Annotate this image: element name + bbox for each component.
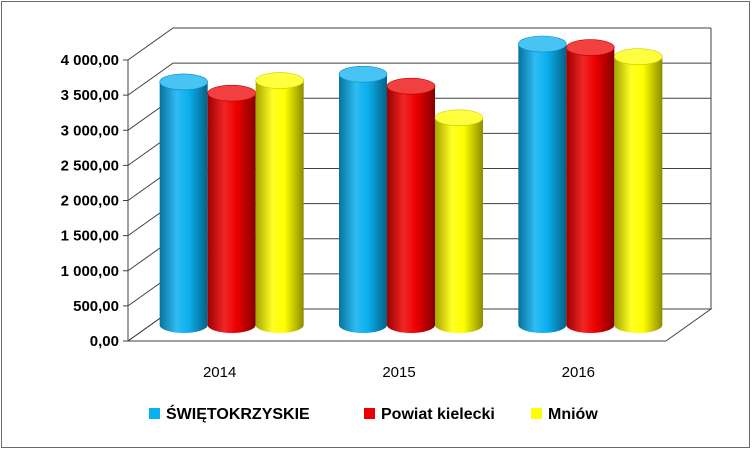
bar [338,65,388,334]
y-tick-label: 3 500,00 [61,87,119,104]
bar-body [159,81,208,333]
y-tick-label: 1 500,00 [61,228,119,245]
legend-entry: Mniów [531,406,598,423]
bar-body [518,44,567,333]
x-tick-label: 2014 [203,364,236,381]
bar-top [518,35,567,53]
legend-label: Powiat kielecki [381,406,495,423]
y-axis-tick-labels: 0,00 500,00 1 000,00 1 500,00 2 000,00 2 500,… [61,52,119,350]
bar-top [255,72,304,89]
legend-entry: ŚWIĘTOKRZYSKIE [149,404,310,423]
bars [159,35,663,334]
bar [159,73,208,333]
legend: ŚWIĘTOKRZYSKIE Powiat kielecki Mniów [149,404,598,423]
legend-swatch [149,408,160,419]
bar-top [386,77,436,95]
legend-swatch [364,408,375,419]
bar-body [566,47,615,333]
bar [566,39,615,333]
bar [386,77,436,334]
bar [518,35,567,333]
bar [614,48,663,334]
bar [207,84,256,333]
gridline [127,27,711,61]
bar-body [255,80,304,333]
y-tick-label: 1 000,00 [61,263,119,280]
bar-body [614,56,663,334]
x-axis-tick-labels: 2014 2015 2016 [203,364,595,381]
bar-top [566,39,615,56]
bar-body [207,93,256,333]
bar-top [159,73,208,91]
y-tick-label: 4 000,00 [61,52,119,69]
y-tick-label: 3 000,00 [61,122,119,139]
legend-swatch [531,408,542,419]
bar-top [434,109,484,127]
y-tick-label: 2 500,00 [61,157,119,174]
legend-label: ŚWIĘTOKRZYSKIE [166,404,310,423]
y-tick-label: 0,00 [90,333,119,350]
bar-body [435,117,483,333]
bar [255,72,304,333]
legend-label: Mniów [548,406,598,423]
bar-body [339,74,387,334]
legend-entry: Powiat kielecki [364,406,495,423]
y-tick-label: 500,00 [73,298,119,315]
bar-top [207,84,256,102]
bar-top [614,48,663,65]
x-tick-label: 2015 [382,364,415,381]
x-tick-label: 2016 [562,364,595,381]
y-tick-label: 2 000,00 [61,193,119,210]
bar [434,109,484,333]
bar-top [338,65,388,83]
bar-body [387,86,435,334]
